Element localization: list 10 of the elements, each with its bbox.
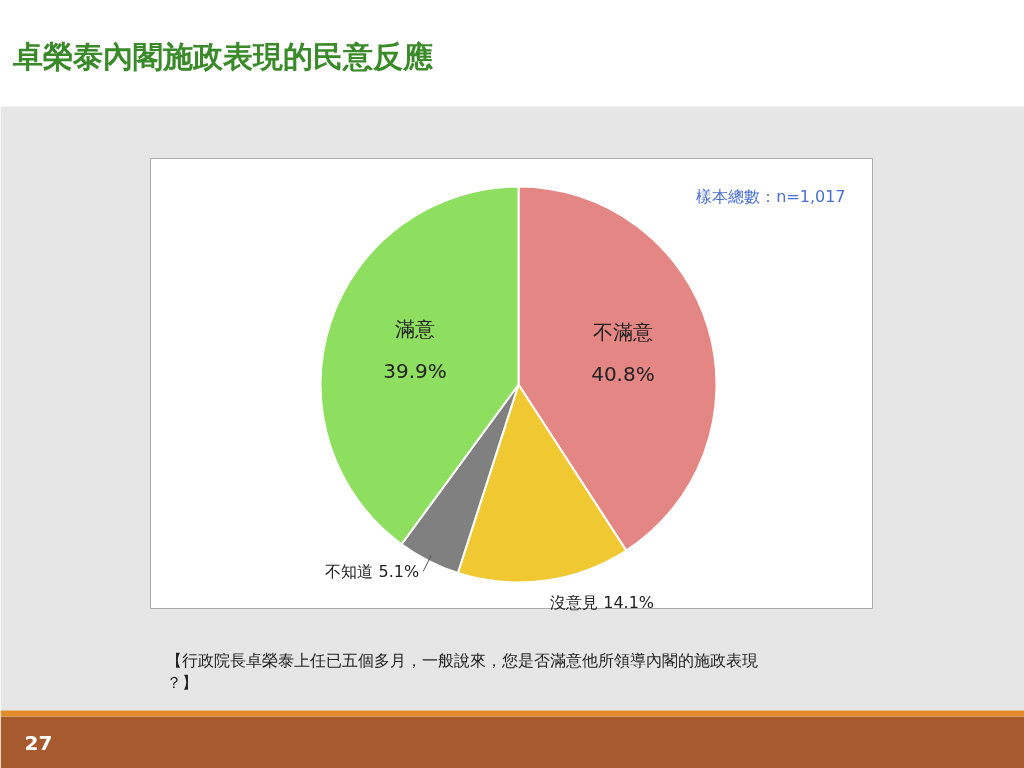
text: 樣本總數：n=1,017 xyxy=(696,187,846,206)
text: 【行政院長卓榮泰上任已五個多月，一般說來，您是否滿意他所領導內閣的施政表現？】 xyxy=(165,651,758,692)
data-label: 40.8% xyxy=(591,361,655,386)
slice-label: 滿意 xyxy=(394,316,435,341)
slice-label: 不知道 5.1% xyxy=(325,561,420,581)
data-label: 39.9% xyxy=(383,358,447,383)
text: 27 xyxy=(24,730,53,755)
slice-label: 不滿意 xyxy=(592,319,653,344)
slice-label: 沒意見 14.1% xyxy=(550,592,655,612)
chart-title: 卓榮泰內閣施政表現的民意反應 xyxy=(11,39,433,74)
